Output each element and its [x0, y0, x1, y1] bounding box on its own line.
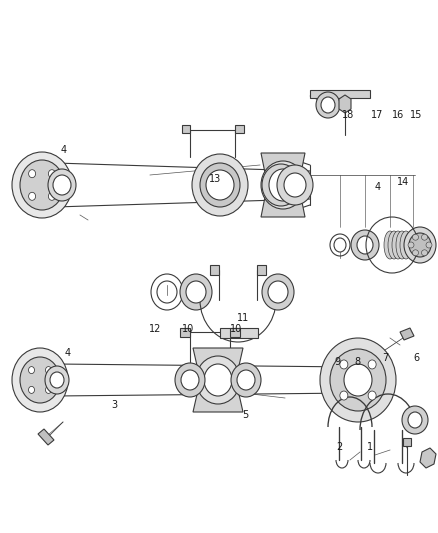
Ellipse shape: [49, 169, 55, 177]
Text: 10: 10: [230, 325, 243, 334]
Ellipse shape: [200, 163, 240, 207]
Ellipse shape: [20, 160, 64, 210]
Text: 13: 13: [208, 174, 221, 183]
Text: 4: 4: [65, 349, 71, 358]
Text: 6: 6: [413, 353, 419, 363]
Ellipse shape: [408, 412, 422, 428]
Ellipse shape: [49, 192, 55, 200]
Text: 14: 14: [397, 177, 409, 187]
Ellipse shape: [48, 169, 76, 201]
Ellipse shape: [50, 372, 64, 388]
Ellipse shape: [421, 234, 427, 240]
Text: 8: 8: [354, 358, 360, 367]
Polygon shape: [261, 197, 305, 217]
Ellipse shape: [344, 364, 372, 396]
Text: 15: 15: [410, 110, 422, 119]
Ellipse shape: [45, 366, 69, 394]
Ellipse shape: [268, 281, 288, 303]
Ellipse shape: [175, 363, 205, 397]
Ellipse shape: [186, 281, 206, 303]
Ellipse shape: [320, 338, 396, 422]
Text: 1: 1: [367, 442, 373, 451]
Ellipse shape: [262, 164, 300, 206]
Ellipse shape: [400, 231, 412, 259]
Ellipse shape: [330, 349, 386, 411]
Polygon shape: [261, 153, 305, 173]
Ellipse shape: [413, 234, 418, 240]
Ellipse shape: [181, 370, 199, 390]
Text: 17: 17: [371, 110, 384, 119]
Ellipse shape: [53, 175, 71, 195]
Ellipse shape: [284, 173, 306, 197]
Ellipse shape: [351, 230, 379, 260]
Ellipse shape: [28, 192, 35, 200]
Polygon shape: [38, 429, 54, 445]
Polygon shape: [210, 265, 219, 275]
Text: 7: 7: [382, 353, 389, 363]
Ellipse shape: [413, 250, 418, 256]
Text: 5: 5: [242, 410, 248, 419]
Ellipse shape: [28, 169, 35, 177]
Ellipse shape: [28, 367, 35, 374]
Ellipse shape: [421, 250, 427, 256]
Polygon shape: [230, 328, 240, 337]
Ellipse shape: [180, 274, 212, 310]
Polygon shape: [339, 95, 351, 113]
Polygon shape: [182, 125, 190, 133]
Ellipse shape: [261, 161, 305, 209]
Polygon shape: [257, 265, 266, 275]
Ellipse shape: [368, 360, 376, 369]
Ellipse shape: [402, 406, 428, 434]
Text: 2: 2: [336, 442, 343, 451]
Text: 4: 4: [60, 146, 67, 155]
Ellipse shape: [206, 170, 234, 200]
Polygon shape: [193, 348, 243, 370]
Ellipse shape: [277, 165, 313, 205]
Ellipse shape: [408, 242, 414, 248]
Ellipse shape: [357, 236, 373, 254]
Ellipse shape: [231, 363, 261, 397]
Polygon shape: [420, 448, 436, 468]
Text: 10: 10: [182, 325, 194, 334]
Polygon shape: [220, 328, 258, 338]
Ellipse shape: [340, 360, 348, 369]
Ellipse shape: [262, 274, 294, 310]
Ellipse shape: [316, 92, 340, 118]
Ellipse shape: [269, 169, 297, 201]
Ellipse shape: [12, 152, 72, 218]
Text: 11: 11: [237, 313, 249, 323]
Ellipse shape: [192, 154, 248, 216]
Text: 16: 16: [392, 110, 404, 119]
Ellipse shape: [340, 391, 348, 400]
Ellipse shape: [392, 231, 404, 259]
Polygon shape: [400, 328, 414, 340]
Text: 4: 4: [374, 182, 381, 191]
Ellipse shape: [237, 370, 255, 390]
Ellipse shape: [46, 386, 52, 393]
Ellipse shape: [388, 231, 400, 259]
Text: 3: 3: [111, 400, 117, 410]
Polygon shape: [403, 438, 411, 446]
Ellipse shape: [28, 386, 35, 393]
Ellipse shape: [12, 348, 68, 412]
Text: 18: 18: [342, 110, 354, 119]
Polygon shape: [180, 328, 190, 337]
Ellipse shape: [321, 97, 335, 113]
Text: 9: 9: [334, 358, 340, 367]
Ellipse shape: [20, 357, 60, 403]
Ellipse shape: [409, 233, 431, 257]
Ellipse shape: [46, 367, 52, 374]
Polygon shape: [235, 125, 244, 133]
Ellipse shape: [384, 231, 396, 259]
Ellipse shape: [396, 231, 408, 259]
Polygon shape: [193, 390, 243, 412]
Ellipse shape: [404, 227, 436, 263]
Ellipse shape: [426, 242, 432, 248]
Ellipse shape: [196, 356, 240, 404]
Ellipse shape: [368, 391, 376, 400]
Text: 12: 12: [149, 325, 162, 334]
Ellipse shape: [204, 364, 232, 396]
Polygon shape: [310, 90, 370, 98]
